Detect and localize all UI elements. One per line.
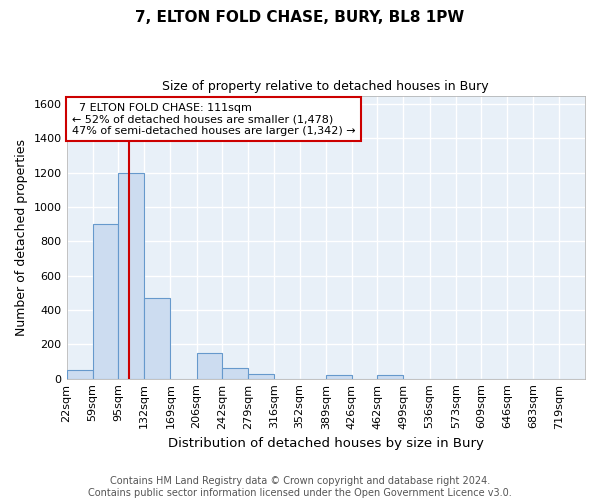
- Bar: [144, 298, 170, 378]
- Text: Contains HM Land Registry data © Crown copyright and database right 2024.
Contai: Contains HM Land Registry data © Crown c…: [88, 476, 512, 498]
- Bar: [248, 374, 274, 378]
- Bar: [118, 173, 144, 378]
- Bar: [67, 370, 92, 378]
- Text: 7, ELTON FOLD CHASE, BURY, BL8 1PW: 7, ELTON FOLD CHASE, BURY, BL8 1PW: [136, 10, 464, 25]
- Bar: [92, 224, 118, 378]
- Text: 7 ELTON FOLD CHASE: 111sqm
← 52% of detached houses are smaller (1,478)
47% of s: 7 ELTON FOLD CHASE: 111sqm ← 52% of deta…: [72, 102, 355, 136]
- Y-axis label: Number of detached properties: Number of detached properties: [15, 138, 28, 336]
- Bar: [326, 375, 352, 378]
- Bar: [222, 368, 248, 378]
- Bar: [377, 375, 403, 378]
- Bar: [197, 353, 222, 378]
- X-axis label: Distribution of detached houses by size in Bury: Distribution of detached houses by size …: [168, 437, 484, 450]
- Title: Size of property relative to detached houses in Bury: Size of property relative to detached ho…: [163, 80, 489, 93]
